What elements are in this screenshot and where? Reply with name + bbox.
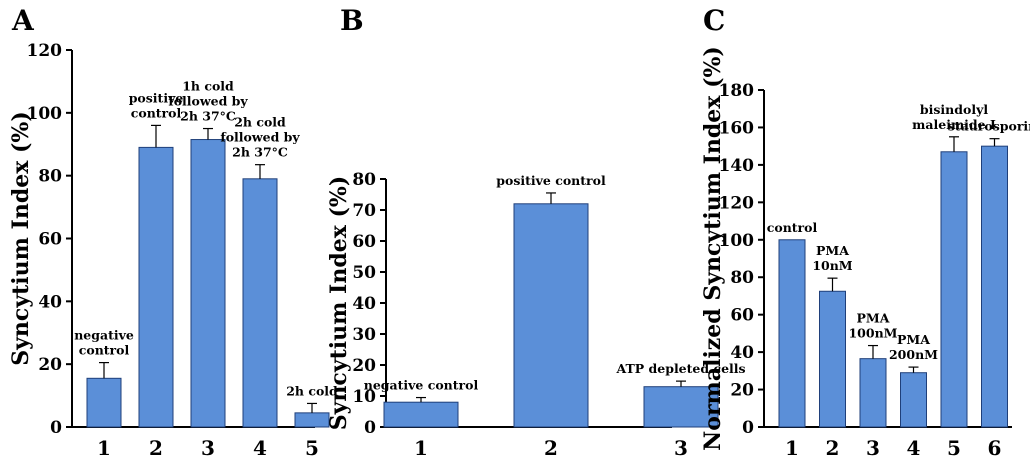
y-tick-label: 20	[38, 355, 62, 375]
bar-annotation: 2h cold	[234, 115, 286, 130]
panel-label: A	[11, 4, 35, 37]
bar-annotation: control	[131, 105, 182, 120]
y-tick-label: 20	[352, 356, 376, 376]
y-tick-label: 60	[352, 232, 376, 252]
y-tick-label: 30	[352, 325, 376, 345]
y-tick-label: 40	[38, 292, 62, 312]
bar	[86, 377, 122, 428]
bar	[819, 290, 846, 428]
y-tick-label: 0	[364, 418, 376, 438]
y-tick-label: 40	[352, 294, 376, 314]
y-tick-label: 70	[352, 201, 376, 221]
bar-annotation: 1h cold	[182, 79, 234, 94]
y-tick-label: 180	[719, 81, 755, 101]
bar-annotation: bisindolyl	[920, 102, 988, 117]
y-tick-label: 120	[719, 193, 755, 213]
bar-annotation: ATP depleted cells	[615, 361, 745, 376]
bar-annotation: positive control	[496, 173, 606, 188]
x-tick-label: 5	[947, 436, 961, 460]
bar-annotation: 2h 37°C	[180, 109, 236, 124]
y-tick-label: 160	[719, 118, 755, 138]
x-tick-label: 1	[785, 436, 799, 460]
bar	[859, 358, 887, 428]
y-tick-label: 80	[730, 268, 754, 288]
x-tick-label: 4	[253, 436, 267, 460]
bar	[900, 372, 927, 428]
bar-annotation: control	[79, 343, 130, 358]
y-tick-label: 120	[27, 41, 63, 61]
x-tick-label: 3	[866, 436, 880, 460]
bar-annotation: followed by	[168, 94, 248, 109]
y-tick-label: 50	[352, 263, 376, 283]
y-tick-label: 0	[742, 418, 754, 438]
panel-label: B	[340, 4, 364, 37]
x-tick-label: 1	[414, 436, 428, 460]
bar-annotation: positive	[129, 90, 184, 105]
bar-annotation: control	[767, 220, 818, 235]
bar	[940, 151, 968, 428]
bar-annotation: PMA	[897, 332, 930, 347]
x-tick-label: 4	[907, 436, 921, 460]
bar	[513, 203, 589, 428]
x-tick-label: 3	[201, 436, 215, 460]
y-tick-label: 80	[352, 170, 376, 190]
bar-annotation: staurosporine	[948, 119, 1030, 134]
y-tick-label: 20	[730, 381, 754, 401]
x-tick-label: 2	[149, 436, 163, 460]
y-axis-title: Syncytium Index (%)	[8, 111, 34, 365]
bar	[981, 145, 1008, 428]
panel-label: C	[703, 4, 725, 37]
x-tick-label: 5	[305, 436, 319, 460]
bar	[383, 401, 459, 428]
x-tick-label: 2	[544, 436, 558, 460]
bar-annotation: PMA	[857, 311, 890, 326]
y-tick-label: 10	[352, 387, 376, 407]
y-tick-label: 0	[50, 418, 62, 438]
x-tick-label: 1	[97, 436, 111, 460]
panel-a: A 0 20 40 60 80 100 120 Syncytium Index (%) 1 nega…	[8, 4, 338, 460]
bar	[643, 386, 719, 428]
y-axis-title: Normalized Syncytium Index (%)	[700, 46, 726, 451]
bar-annotation: negative control	[364, 378, 479, 393]
bar-annotation: 10nM	[812, 258, 852, 273]
x-tick-label: 2	[826, 436, 840, 460]
bar	[138, 146, 174, 428]
x-tick-label: 3	[674, 436, 688, 460]
y-tick-label: 60	[730, 306, 754, 326]
bar-annotation: followed by	[220, 130, 300, 145]
bar	[294, 412, 330, 428]
bar-annotation: maleimide I	[912, 117, 996, 132]
bar	[242, 178, 278, 428]
y-tick-label: 40	[730, 343, 754, 363]
x-tick-label: 6	[988, 436, 1002, 460]
y-axis-title: Syncytium Index (%)	[326, 176, 352, 430]
y-tick-label: 100	[27, 104, 63, 124]
y-tick-label: 80	[38, 167, 62, 187]
bar-annotation: 2h cold	[286, 383, 338, 398]
bar	[190, 139, 226, 428]
bar-annotation: 200nM	[889, 347, 938, 362]
y-tick-label: 100	[719, 231, 755, 251]
bar-annotation: 2h 37°C	[232, 145, 288, 160]
y-tick-label: 60	[38, 230, 62, 250]
bar	[778, 239, 806, 428]
bar-annotation: PMA	[816, 243, 849, 258]
bar-annotation: negative	[74, 328, 134, 343]
bar-annotation: 100nM	[848, 326, 897, 341]
y-tick-label: 140	[719, 156, 755, 176]
